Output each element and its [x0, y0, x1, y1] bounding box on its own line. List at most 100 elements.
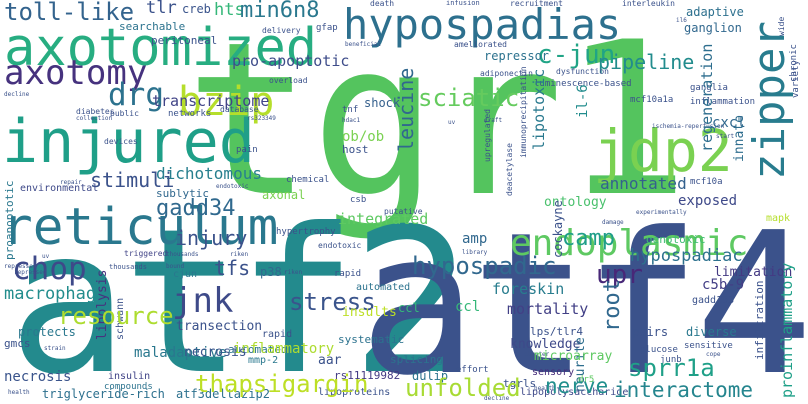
word-resource: resource [58, 302, 174, 330]
word-infusion: thousands [109, 263, 147, 271]
word-infiltration: repressed [14, 269, 47, 276]
word-leucine: leucine [394, 67, 418, 152]
word-compounds: compounds [104, 382, 153, 392]
word-upr: upr [596, 260, 643, 290]
word-delivery: ameliorated [454, 40, 507, 49]
word-aar: aar [318, 353, 342, 368]
word-cockayne: ccl [398, 301, 420, 315]
word-dysfunction: luminescence-based [534, 79, 632, 89]
word-ganglion: ganglion [684, 21, 742, 35]
word-dr5: rapid [334, 269, 362, 279]
word-death: interleukin [622, 0, 675, 8]
word-ganglia: inflammation [690, 97, 756, 107]
word-junb: junb [660, 355, 682, 365]
word-automated: automated [356, 282, 411, 293]
word-rs323349: experimentally [636, 209, 687, 216]
word-effort: tgrls [503, 377, 537, 390]
word-necrosis: necrosis [4, 369, 72, 385]
word-toll-like: toll-like [4, 0, 135, 26]
word-element: cope [706, 351, 721, 358]
word-ontology: integrated [338, 210, 429, 228]
word-ko: cockayne [551, 200, 565, 258]
word-lipoproteins: lipoproteins [318, 387, 391, 398]
word-cluster: decline [484, 395, 510, 402]
word-comprehensive: repair [60, 179, 82, 186]
word-tnf: pain [236, 145, 258, 155]
word-thapsigargin: thapsigargin [195, 370, 369, 398]
word-jdp2: jdp2 [593, 117, 733, 185]
word-il6: variety [791, 60, 801, 98]
word-hypospadic: hypospadic [412, 252, 557, 280]
word-lipopolysaccharide: lipopolysaccharide [520, 387, 629, 398]
word-p38: p38 [260, 265, 282, 279]
word-tgrls: rapid [262, 329, 293, 340]
word-uv: endotoxic [318, 241, 362, 250]
word-unfolded: unfolded [405, 374, 521, 402]
word-chip: gmcs [4, 337, 31, 350]
word-stress: stress [289, 288, 376, 316]
word-hts: hts [214, 0, 245, 20]
word-interactome: interactome [614, 378, 754, 402]
word-mcf10a1a: overload [269, 76, 308, 85]
word-tlr: tlr [146, 0, 177, 18]
word-putative: mcf10a [690, 177, 723, 187]
word-proinflammatory: proinflammatory [778, 262, 796, 398]
word-pipeline: pipeline [598, 50, 695, 74]
word-adiponectin: mcf10a1a [630, 95, 674, 105]
word-endoplasmic: endoplasmic [510, 223, 749, 264]
word-luminescence-based: adiponectin [480, 69, 533, 78]
word-mortality: mortality [507, 300, 589, 318]
word-diabetes: tnf [342, 105, 359, 115]
word-atf4: atf4 [358, 191, 808, 404]
word-min6n8: min6n8 [240, 0, 320, 23]
word-chemical: chemical [286, 175, 330, 185]
word-drg: drg [108, 77, 164, 113]
word-gadd153: ganglia [690, 83, 728, 93]
word-chronic: start [716, 133, 735, 140]
word-repressed: thousands [166, 251, 199, 258]
word-axonal: axonal [262, 188, 306, 202]
word-sensitive: riken [230, 251, 249, 258]
word-cjun: cjun [173, 269, 198, 280]
word-sprr1a: sprr1a [628, 354, 715, 382]
word-creb: creb [182, 2, 211, 16]
word-bzip: bzip [178, 79, 275, 125]
word-csb: putative [384, 207, 423, 216]
word-genotoxic: genotoxic [646, 233, 706, 246]
word-insults: insults [342, 305, 397, 320]
word-recruitment: delivery [262, 26, 301, 35]
word-regeneration: regeneration [698, 43, 716, 152]
word-mapk: mapk [766, 213, 791, 224]
word-diverse: diverse [686, 325, 737, 339]
word-wt: lps/tlr4 [530, 325, 583, 338]
word-macrophage: macrophage [4, 284, 107, 304]
word-environmental: environmental [20, 183, 99, 194]
word-insulin: insulin [108, 371, 151, 382]
word-c-jun: c-jun [537, 40, 616, 70]
word-damage: sensitive [684, 341, 733, 351]
word-microarray: microarray [534, 349, 613, 364]
word-public: diabetes [76, 107, 115, 116]
word-interleukin: recruitment [510, 0, 563, 8]
word-hypertrophy: hypertrophy [276, 227, 336, 237]
word-hypospadiac: hypospadiac [630, 246, 743, 266]
word-ppis: maladaptive [134, 345, 227, 361]
word-ameliorated: dysfunction [556, 67, 609, 76]
word-mmp-2: mmp-2 [248, 355, 279, 366]
word-transection: transection [176, 319, 263, 334]
word-subyltic: sublytic [156, 187, 209, 200]
word-atf3deltazip2: atf3deltazip2 [176, 387, 270, 401]
word-tfs: tfs [214, 256, 251, 280]
word-triggered: triggered [124, 249, 168, 258]
word-glucose: bound [166, 263, 185, 270]
word-database: public [110, 109, 139, 118]
word-rs11119982: rs11119982 [334, 369, 401, 382]
word-lps-tlr4: gadd153 [692, 295, 735, 306]
word-dampening: draft [484, 117, 503, 124]
word-axotomy: axotomy [4, 53, 148, 93]
word-pain: gfap [316, 23, 338, 33]
word-bound: cluster [524, 351, 550, 358]
word-devices: csb [350, 195, 367, 205]
word-v1i: wide [777, 16, 786, 36]
